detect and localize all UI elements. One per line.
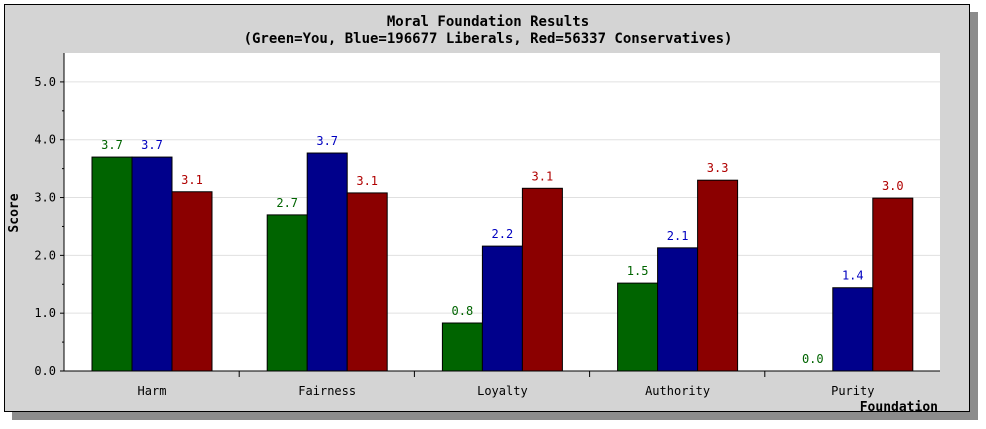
bar [441, 322, 483, 372]
x-tick-label: Harm [138, 384, 167, 398]
data-label: 1.5 [627, 264, 649, 278]
data-label: 3.7 [101, 138, 123, 152]
bar [171, 191, 213, 372]
bar [697, 179, 739, 372]
bar [872, 197, 914, 372]
data-label: 3.7 [141, 138, 163, 152]
data-label: 3.0 [882, 179, 904, 193]
data-labels: 3.7 3.7 3.1 2.7 3.7 3.1 0.8 2.2 3.1 1.5 2.1 3.3 0.0 1… [101, 134, 903, 366]
bar [617, 282, 659, 372]
data-label: 3.7 [316, 134, 338, 148]
bar [657, 247, 699, 372]
y-tick-label: 1.0 [34, 306, 56, 320]
bar [91, 156, 133, 372]
bar [346, 192, 388, 372]
y-axis-ticks: 0.0 1.0 2.0 3.0 4.0 5.0 [34, 75, 64, 378]
chart-frame: Moral Foundation Results (Green=You, Blu… [4, 4, 970, 413]
data-label: 1.4 [842, 269, 864, 283]
y-tick-label: 4.0 [34, 133, 56, 147]
chart-title: Moral Foundation Results [387, 14, 589, 30]
data-label: 3.1 [181, 173, 203, 187]
data-label: 3.1 [532, 169, 554, 183]
data-label: 0.8 [452, 304, 474, 318]
data-label: 2.7 [276, 196, 298, 210]
data-label: 0.0 [802, 352, 824, 366]
y-tick-label: 5.0 [34, 75, 56, 89]
x-tick-label: Loyalty [477, 384, 528, 398]
data-label: 3.1 [356, 174, 378, 188]
chart-canvas: Moral Foundation Results (Green=You, Blu… [7, 14, 940, 413]
y-tick-label: 3.0 [34, 191, 56, 205]
x-tick-label: Purity [831, 384, 874, 398]
bar [306, 152, 348, 372]
x-axis-title: Foundation [860, 400, 938, 413]
y-axis-title: Score [7, 193, 22, 232]
bar [266, 214, 308, 372]
bar [131, 156, 173, 372]
bar [521, 187, 563, 372]
data-label: 3.3 [707, 161, 729, 175]
bars [91, 152, 914, 372]
x-tick-label: Fairness [298, 384, 356, 398]
y-tick-label: 0.0 [34, 364, 56, 378]
data-label: 2.2 [492, 227, 514, 241]
y-tick-label: 2.0 [34, 248, 56, 262]
bar [832, 287, 874, 372]
x-tick-label: Authority [645, 384, 710, 398]
chart-subtitle: (Green=You, Blue=196677 Liberals, Red=56… [244, 31, 733, 47]
bar [481, 245, 523, 372]
x-axis-ticks: Harm Fairness Loyalty Authority Purity [138, 371, 874, 398]
data-label: 2.1 [667, 229, 689, 243]
